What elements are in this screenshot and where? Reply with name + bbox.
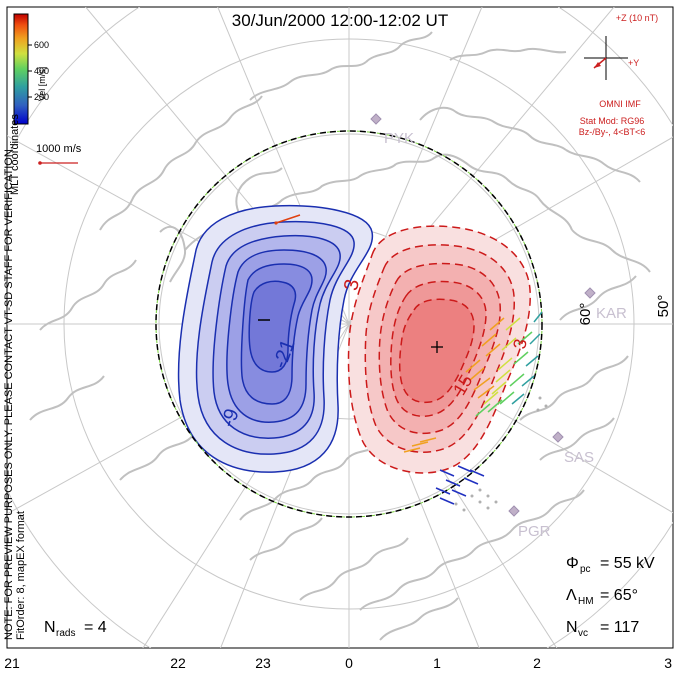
svg-text:pc: pc (580, 564, 591, 575)
colorbar-title: Vel [m/s] (37, 67, 47, 102)
station-label-kar: KAR (596, 305, 627, 322)
stats-nvc: N vc = 117 (566, 619, 639, 639)
svg-text:rads: rads (56, 628, 75, 639)
station-marker-pyk (370, 113, 382, 125)
imf-dial (584, 36, 628, 80)
svg-text:= 55 kV: = 55 kV (600, 555, 655, 572)
mlt-tick-0: 0 (345, 655, 353, 671)
station-marker-pgr (508, 505, 520, 517)
mlt-tick-2: 2 (533, 655, 541, 671)
velocity-colorbar (13, 13, 29, 125)
colorbar-tick-200: 200 (34, 92, 49, 102)
map-title: 30/Jun/2000 12:00-12:02 UT (232, 11, 448, 30)
stats-nrads: N rads = 4 (44, 619, 107, 639)
imf-source: OMNI IMF (599, 99, 641, 109)
colorbar-tick-400: 400 (34, 66, 49, 76)
imf-y-label: +Y (628, 58, 639, 68)
station-marker-kar (584, 287, 596, 299)
coordinate-label: MLT coordinates (9, 114, 21, 195)
latitude-label-60: 60° (577, 303, 594, 326)
preview-note: NOTE: FOR PREVIEW PURPOSES ONLY. PLEASE … (3, 146, 15, 640)
stat-model-params: Bz-/By-, 4<BT<6 (579, 127, 646, 137)
svg-text:N: N (566, 619, 578, 636)
fit-order-note: FitOrder: 8, mapEX format (15, 511, 27, 640)
station-label-pgr: PGR (518, 523, 551, 540)
station-label-pyk: PYK (384, 130, 414, 147)
svg-text:= 65°: = 65° (600, 587, 638, 604)
svg-text:= 4: = 4 (84, 619, 107, 636)
svg-text:HM: HM (578, 596, 594, 607)
stats-phi-pc: Φ pc = 55 kV (566, 555, 655, 575)
latitude-label-50: 50° (655, 295, 672, 318)
svg-text:vc: vc (578, 628, 588, 639)
svg-text:= 117: = 117 (600, 619, 639, 636)
svg-text:N: N (44, 619, 56, 636)
contour-label-pos-3b: 3 (509, 337, 530, 350)
svg-text:Φ: Φ (566, 555, 579, 572)
station-label-sas: SAS (564, 449, 594, 466)
svg-text:Λ: Λ (566, 587, 577, 604)
stat-model: Stat Mod: RG96 (580, 116, 645, 126)
heppner-maynard-boundary (155, 130, 543, 518)
mlt-tick-21: 21 (4, 655, 20, 671)
potential-maximum-marker (431, 341, 443, 353)
scale-vector-label: 1000 m/s (36, 143, 82, 155)
negative-potential-cell (177, 204, 374, 473)
mlt-tick-23: 23 (255, 655, 271, 671)
imf-z-label: +Z (10 nT) (616, 13, 658, 23)
station-markers (370, 113, 596, 517)
velocity-vectors (274, 214, 548, 512)
mlt-axis: 21 22 23 0 1 2 3 (4, 655, 672, 671)
mlt-tick-22: 22 (170, 655, 186, 671)
mlt-tick-3: 3 (664, 655, 672, 671)
mlt-tick-1: 1 (433, 655, 441, 671)
station-marker-sas (552, 431, 564, 443)
contour-label-pos-3: 3 (340, 278, 364, 293)
colorbar-tick-600: 600 (34, 40, 49, 50)
stats-lambda-hm: Λ HM = 65° (566, 587, 638, 607)
